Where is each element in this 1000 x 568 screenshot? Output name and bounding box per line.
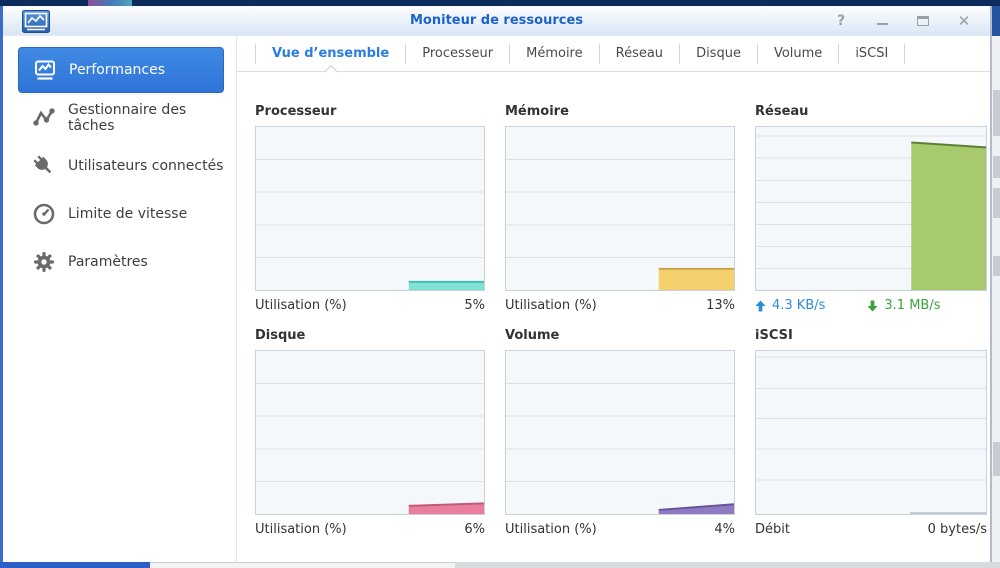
sidebar: Performances Gestionnaire des tâches Uti… [3,36,237,562]
sidebar-item-parametres[interactable]: Paramètres [18,239,224,285]
sidebar-item-utilisateurs-connectes[interactable]: Utilisateurs connectés [18,143,224,189]
chart-processeur: Processeur Utilisation (%) 5% [255,104,485,313]
chart-disque: Disque Utilisation (%) 6% [255,328,485,537]
chart-footer-value: 6% [464,522,485,537]
chart-footer-value: 5% [464,298,485,313]
charts-grid: Processeur Utilisation (%) 5% Mémoire Ut… [237,72,990,537]
window-title: Moniteur de ressources [409,13,583,28]
speed-gauge-icon [33,203,55,225]
chart-footer-label: Utilisation (%) [505,522,597,537]
sidebar-item-label: Gestionnaire des tâches [68,102,187,134]
close-icon[interactable]: ✕ [957,12,971,30]
chart-plot-iscsi [755,350,987,515]
chart-title: Volume [505,328,560,343]
chart-plot-reseau [755,126,987,291]
chart-plot-volume [505,350,735,515]
chart-plot-memoire [505,126,735,291]
chart-plot-disque [255,350,485,515]
network-upload-stat: 4.3 KB/s [755,298,825,313]
download-value: 3.1 MB/s [884,298,941,313]
chart-footer-label: Utilisation (%) [505,298,597,313]
desktop-bottom-strip [0,562,1000,568]
help-icon[interactable]: ? [836,13,846,29]
network-download-stat: 3.1 MB/s [867,298,941,313]
sidebar-item-label: Utilisateurs connectés [68,158,224,174]
sidebar-item-label: Performances [69,62,166,78]
tab-vue-densemble[interactable]: Vue d’ensemble [255,43,407,64]
chart-reseau: Réseau 4.3 KB/s 3 [755,104,987,313]
sidebar-item-limite-de-vitesse[interactable]: Limite de vitesse [18,191,224,237]
minimize-icon[interactable] [874,13,890,29]
download-arrow-icon [867,300,878,311]
chart-footer-value: 4% [714,522,735,537]
desktop-top-strip [0,0,1000,6]
sidebar-item-label: Paramètres [68,254,148,270]
chart-footer-label: Utilisation (%) [255,298,347,313]
chart-title: Disque [255,328,306,343]
tab-processeur[interactable]: Processeur [406,43,511,64]
desktop-right-strip [991,6,1000,562]
chart-volume: Volume Utilisation (%) 4% [505,328,735,537]
chart-footer-label: Débit [755,522,790,537]
tab-disque[interactable]: Disque [680,43,758,64]
tab-volume[interactable]: Volume [758,43,840,64]
tab-iscsi[interactable]: iSCSI [839,43,906,64]
chart-title: Processeur [255,104,337,119]
sidebar-item-gestionnaire-des-taches[interactable]: Gestionnaire des tâches [18,95,224,141]
chart-title: Mémoire [505,104,569,119]
sidebar-item-performances[interactable]: Performances [18,47,224,93]
chart-plot-processeur [255,126,485,291]
main-content: Vue d’ensemble Processeur Mémoire Réseau… [237,36,990,562]
tab-memoire[interactable]: Mémoire [510,43,600,64]
chart-footer-value: 13% [706,298,735,313]
upload-arrow-icon [755,300,766,311]
titlebar[interactable]: Moniteur de ressources ? ✕ [3,6,990,36]
chart-footer-label: Utilisation (%) [255,522,347,537]
upload-value: 4.3 KB/s [772,298,826,313]
resource-monitor-app-icon [22,10,50,33]
chart-iscsi: iSCSI Débit 0 bytes/s [755,328,987,537]
chart-footer-value: 0 bytes/s [927,522,987,537]
tab-reseau[interactable]: Réseau [600,43,681,64]
chart-title: iSCSI [755,328,793,343]
sidebar-item-label: Limite de vitesse [68,206,188,222]
connected-users-plug-icon [33,155,52,174]
resource-monitor-window: Moniteur de ressources ? ✕ Performances [0,6,991,562]
chart-title: Réseau [755,104,809,119]
maximize-icon[interactable] [915,13,931,29]
chart-memoire: Mémoire Utilisation (%) 13% [505,104,735,313]
desktop-background-window-sliver [88,0,132,6]
settings-gear-icon [34,252,54,272]
task-manager-icon [33,108,55,126]
performance-chart-icon [35,60,55,80]
tab-bar: Vue d’ensemble Processeur Mémoire Réseau… [237,36,990,72]
